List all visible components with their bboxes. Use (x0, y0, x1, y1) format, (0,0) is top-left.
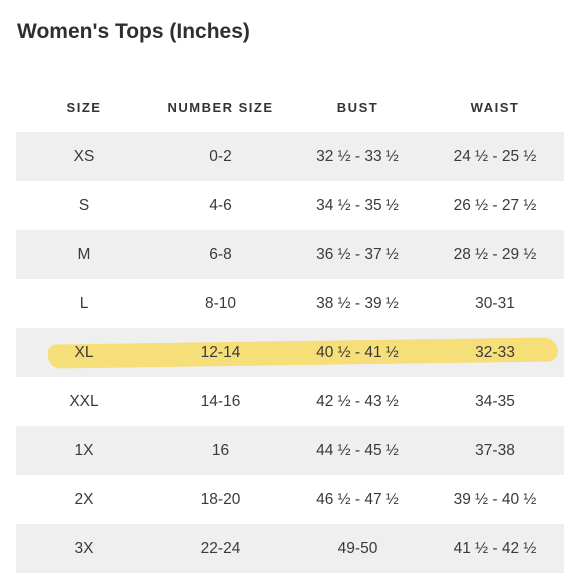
waist-cell: 37-38 (475, 441, 515, 459)
size-cell: XL (74, 343, 94, 361)
waist-cell: 39 ½ - 40 ½ (453, 490, 537, 508)
number-size-cell: 0-2 (209, 147, 232, 165)
waist-cell: 32-33 (475, 343, 515, 361)
table-row: 1X 16 44 ½ - 45 ½ 37-38 (16, 426, 564, 475)
size-cell: 3X (74, 539, 94, 557)
column-header-waist: WAIST (470, 99, 520, 115)
number-size-cell: 8-10 (204, 294, 237, 312)
bust-cell: 49-50 (337, 539, 378, 557)
table-row: M 6-8 36 ½ - 37 ½ 28 ½ - 29 ½ (16, 230, 564, 279)
table-header: SIZE NUMBER SIZE BUST WAIST (16, 82, 564, 132)
waist-cell: 26 ½ - 27 ½ (453, 196, 537, 214)
waist-cell: 34-35 (475, 392, 515, 410)
table-row: 2X 18-20 46 ½ - 47 ½ 39 ½ - 40 ½ (16, 475, 564, 524)
bust-cell: 44 ½ - 45 ½ (316, 441, 399, 459)
table-row: S 4-6 34 ½ - 35 ½ 26 ½ - 27 ½ (16, 181, 564, 230)
bust-cell: 42 ½ - 43 ½ (316, 392, 399, 410)
waist-cell: 24 ½ - 25 ½ (453, 147, 537, 165)
bust-cell: 38 ½ - 39 ½ (316, 294, 399, 312)
size-chart-table: SIZE NUMBER SIZE BUST WAIST XS 0-2 32 ½ … (16, 82, 564, 573)
number-size-cell: 16 (211, 441, 230, 459)
number-size-cell: 6-8 (209, 245, 232, 263)
waist-cell: 41 ½ - 42 ½ (453, 539, 537, 557)
table-row: L 8-10 38 ½ - 39 ½ 30-31 (16, 279, 564, 328)
column-header-number-size: NUMBER SIZE (167, 99, 274, 115)
bust-cell: 32 ½ - 33 ½ (316, 147, 399, 165)
number-size-cell: 22-24 (200, 539, 241, 557)
size-cell: L (79, 294, 89, 312)
page-title: Women's Tops (Inches) (17, 20, 250, 43)
size-cell: 1X (74, 441, 94, 459)
waist-cell: 28 ½ - 29 ½ (453, 245, 537, 263)
number-size-cell: 12-14 (200, 343, 241, 361)
table-row: 3X 22-24 49-50 41 ½ - 42 ½ (16, 524, 564, 573)
table-row: XXL 14-16 42 ½ - 43 ½ 34-35 (16, 377, 564, 426)
table-row: XS 0-2 32 ½ - 33 ½ 24 ½ - 25 ½ (16, 132, 564, 181)
column-header-size: SIZE (66, 99, 102, 115)
bust-cell: 36 ½ - 37 ½ (316, 245, 399, 263)
size-cell: XXL (69, 392, 99, 410)
size-cell: M (77, 245, 91, 263)
size-cell: 2X (74, 490, 94, 508)
waist-cell: 30-31 (475, 294, 515, 312)
number-size-cell: 4-6 (209, 196, 232, 214)
column-header-bust: BUST (336, 99, 379, 115)
bust-cell: 34 ½ - 35 ½ (316, 196, 399, 214)
size-cell: S (78, 196, 90, 214)
number-size-cell: 18-20 (200, 490, 241, 508)
table-row-highlighted: XL 12-14 40 ½ - 41 ½ 32-33 (16, 328, 564, 377)
number-size-cell: 14-16 (200, 392, 241, 410)
bust-cell: 40 ½ - 41 ½ (316, 343, 399, 361)
bust-cell: 46 ½ - 47 ½ (316, 490, 399, 508)
size-cell: XS (73, 147, 95, 165)
